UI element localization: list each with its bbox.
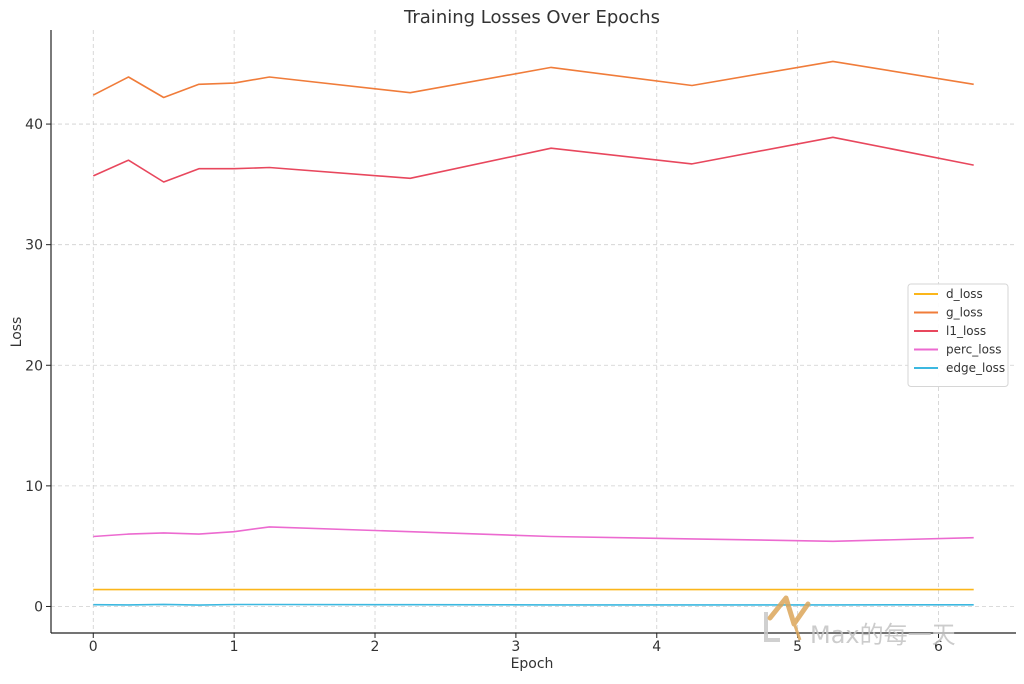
max-logo-icon <box>764 595 811 642</box>
y-tick-label: 20 <box>25 358 43 374</box>
legend-entry: d_loss <box>914 287 983 301</box>
grid <box>51 30 1016 633</box>
legend-label: edge_loss <box>946 361 1005 375</box>
legend-label: perc_loss <box>946 343 1001 357</box>
series-lines <box>92 60 974 606</box>
x-tick-label: 3 <box>511 639 520 655</box>
x-tick-label: 6 <box>934 639 943 655</box>
legend-entry: l1_loss <box>914 324 986 338</box>
x-tick-label: 4 <box>652 639 661 655</box>
x-tick-label: 1 <box>230 639 239 655</box>
x-tick-label: 2 <box>371 639 380 655</box>
x-tick-label: 0 <box>89 639 98 655</box>
legend-label: l1_loss <box>946 324 986 338</box>
legend-label: d_loss <box>946 287 983 301</box>
legend: d_loss g_loss l1_loss perc_loss edge_loss <box>907 283 1009 387</box>
legend-box <box>907 283 1009 387</box>
tick-labels: 0 1 2 3 4 5 6 0 10 20 30 40 <box>25 117 943 655</box>
y-axis-label: Loss <box>9 317 25 348</box>
y-tick-label: 0 <box>34 599 43 615</box>
legend-entry: perc_loss <box>914 343 1001 357</box>
watermark: Max的每一天 <box>764 595 956 649</box>
series-line-perc-loss <box>93 526 974 543</box>
series-line-l1-loss <box>92 136 974 183</box>
legend-entry: g_loss <box>914 306 983 320</box>
y-tick-label: 30 <box>25 238 43 254</box>
chart-title: Training Losses Over Epochs <box>403 7 660 28</box>
x-axis-label: Epoch <box>511 656 554 672</box>
legend-label: g_loss <box>946 306 983 320</box>
axes <box>46 30 1016 638</box>
watermark-text: Max的每一天 <box>810 621 956 649</box>
y-tick-label: 10 <box>25 479 43 495</box>
series-line-edge-loss <box>93 603 974 606</box>
x-tick-label: 5 <box>793 639 802 655</box>
legend-entry: edge_loss <box>914 361 1005 375</box>
series-line-g-loss <box>92 60 974 99</box>
y-tick-label: 40 <box>25 117 43 133</box>
